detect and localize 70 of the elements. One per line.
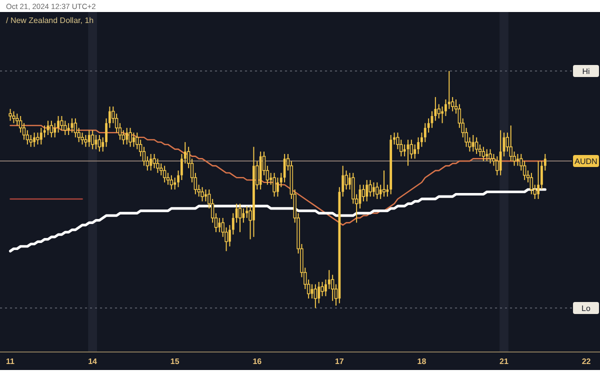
candlestick [33,132,36,148]
candlestick [200,186,204,202]
candlestick [150,153,152,172]
candlestick [472,134,474,152]
candlestick [36,132,40,145]
candlestick [376,182,379,200]
x-tick-label: 22 [582,357,592,366]
candlestick [174,177,176,190]
candlestick [132,132,135,148]
candlestick [417,136,420,154]
candlestick [80,132,84,145]
candlestick [98,134,102,152]
candlestick [67,122,70,136]
candlestick [330,274,334,302]
candlestick [90,130,94,150]
candlestick [238,203,242,233]
candlestick [372,182,375,198]
candlestick [128,127,132,148]
x-tick-label: 18 [417,357,427,366]
candlestick [382,170,386,198]
candlestick [74,118,78,138]
candlestick [170,174,174,190]
x-tick-label: 17 [334,357,344,366]
candlestick [57,116,60,134]
x-tick-label: 11 [6,357,16,366]
candlestick [29,134,32,148]
x-tick-label: 14 [88,357,98,366]
candlestick [126,127,128,145]
candlestick [320,281,324,297]
chart-title: / New Zealand Dollar, 1h [6,16,94,25]
candlestick [474,136,478,154]
x-tick-label: 15 [170,357,180,366]
candlestick [8,108,12,122]
x-tick-label: 16 [252,357,262,366]
candlestick [482,146,486,162]
candlestick [537,160,540,200]
candlestick [64,120,67,136]
candlestick [499,130,502,176]
candlestick [530,172,534,195]
candlestick [276,177,279,198]
candlestick [40,127,42,145]
candlestick [272,172,276,198]
candlestick [12,110,16,124]
candlestick [516,153,519,166]
candlestick [50,120,54,138]
candlestick [152,153,156,169]
candlestick [162,165,166,183]
ref-line-label: AUDN [574,157,598,166]
candlestick [314,284,318,308]
candlestick [328,270,330,290]
candlestick [488,148,492,164]
candlestick [242,208,245,224]
candlestick [60,116,64,131]
x-tick-label: 21 [500,357,509,366]
candlestick [424,122,426,143]
candlestick [54,122,56,138]
ref-line-label: Hi [582,67,590,76]
ref-line-label: Lo [582,304,591,313]
candlestick [218,217,221,233]
candlestick [414,144,416,160]
candlestick [509,125,512,162]
candlestick [84,134,88,148]
candlestick [156,158,160,174]
candlestick [88,130,90,148]
candlestick [368,180,372,198]
candlestick [283,153,286,183]
candlestick [318,281,320,304]
candlestick [204,189,207,202]
candlestick [366,180,368,202]
candlestick [486,148,488,162]
